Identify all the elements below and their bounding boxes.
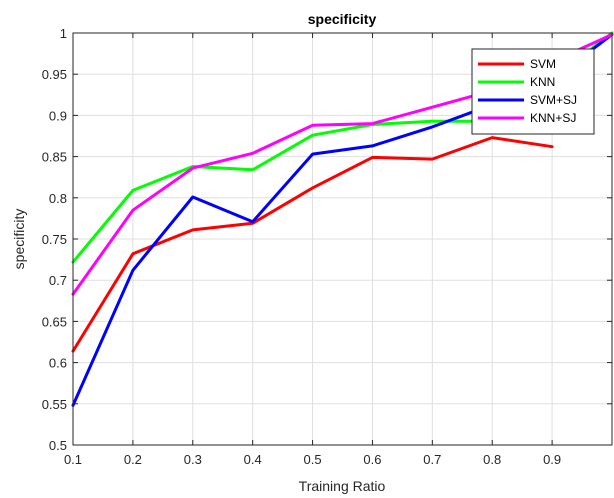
y-tick-label: 1 [60,26,67,41]
x-tick-label: 0.8 [483,452,501,467]
x-tick-label: 0.3 [184,452,202,467]
x-tick-label: 0.6 [363,452,381,467]
y-tick-label: 0.95 [42,67,67,82]
y-tick-label: 0.9 [49,108,67,123]
x-tick-label: 0.1 [64,452,82,467]
x-tick-label: 0.4 [244,452,262,467]
x-tick-label: 0.5 [304,452,322,467]
y-tick-label: 0.75 [42,232,67,247]
x-tick-label: 0.9 [543,452,561,467]
y-tick-label: 0.8 [49,191,67,206]
chart-title: specificity [308,11,377,27]
y-tick-label: 0.7 [49,273,67,288]
x-tick-labels: 0.1 0.2 0.3 0.4 0.5 0.6 0.7 0.8 0.9 [64,452,561,467]
y-axis-label: specificity [11,209,27,270]
x-tick-label: 0.2 [124,452,142,467]
legend: SVM KNN SVM+SJ KNN+SJ [471,48,595,135]
y-tick-label: 0.85 [42,150,67,165]
legend-label-knn: KNN [530,75,555,89]
y-tick-label: 0.55 [42,397,67,412]
x-tick-label: 0.7 [423,452,441,467]
y-tick-label: 0.5 [49,438,67,453]
legend-label-svm: SVM [530,57,556,71]
y-tick-label: 0.6 [49,356,67,371]
legend-label-knn-sj: KNN+SJ [530,111,576,125]
legend-label-svm-sj: SVM+SJ [530,93,577,107]
x-axis-label: Training Ratio [299,478,386,494]
y-tick-label: 0.65 [42,314,67,329]
y-tick-labels: 0.5 0.55 0.6 0.65 0.7 0.75 0.8 0.85 0.9 0.95 1 [42,26,67,453]
ticks [72,32,612,446]
